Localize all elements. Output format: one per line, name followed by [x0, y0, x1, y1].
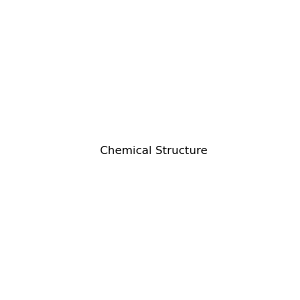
Text: Chemical Structure: Chemical Structure: [100, 146, 208, 157]
